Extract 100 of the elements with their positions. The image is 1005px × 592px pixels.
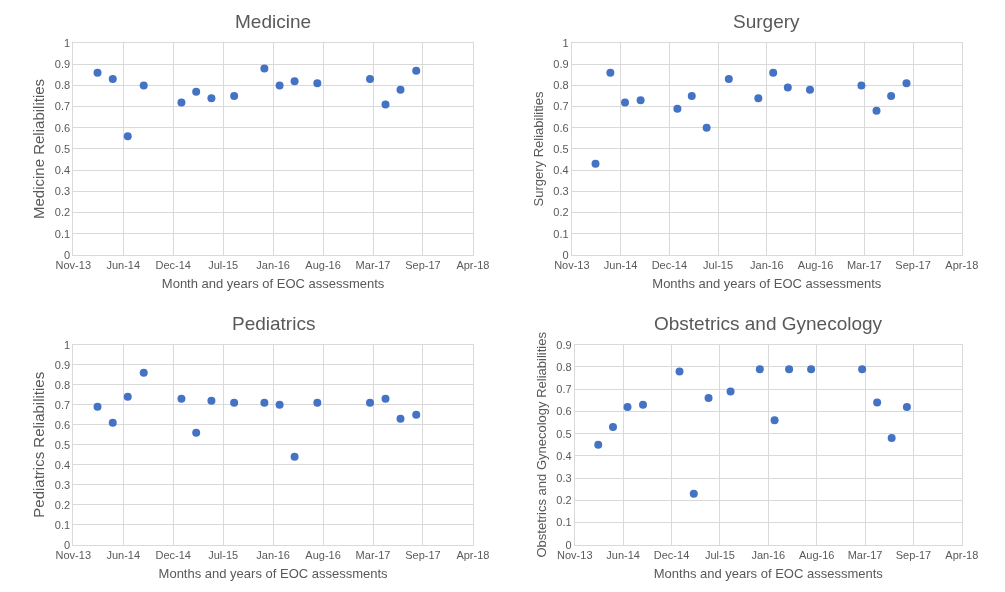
point xyxy=(675,367,684,376)
x-tick-label: Aug-16 xyxy=(798,549,835,562)
y-tick-label: 0.3 xyxy=(54,185,71,198)
y-tick-label: 0 xyxy=(63,538,71,551)
y-tick-label: 0.8 xyxy=(54,79,71,92)
point xyxy=(396,85,405,94)
y-tick-label: 0.4 xyxy=(556,449,572,462)
x-tick-label: Aug-16 xyxy=(305,259,341,272)
point xyxy=(230,92,239,101)
x-tick-label: Apr-18 xyxy=(945,549,979,562)
chart-title: Medicine xyxy=(235,11,312,32)
point xyxy=(290,77,299,86)
x-tick-label: Sep-17 xyxy=(405,549,441,562)
y-tick-label: 1 xyxy=(562,36,569,49)
point xyxy=(704,394,713,403)
x-axis-title: Months and years of EOC assessments xyxy=(653,565,884,581)
y-tick-label: 0.7 xyxy=(553,100,569,113)
point xyxy=(638,400,647,409)
point xyxy=(623,402,632,411)
y-tick-label: 0.1 xyxy=(556,516,572,529)
y-tick-label: 0.2 xyxy=(54,498,71,511)
point xyxy=(366,75,375,84)
point xyxy=(139,368,148,377)
x-tick-label: Jul-15 xyxy=(208,549,239,562)
point xyxy=(260,64,269,73)
point xyxy=(689,489,698,498)
point xyxy=(606,68,615,77)
x-tick-label: Sep-17 xyxy=(405,259,441,272)
x-tick-label: Sep-17 xyxy=(895,549,932,562)
point xyxy=(192,87,201,96)
point xyxy=(591,159,600,168)
y-tick-label: 0.9 xyxy=(556,338,572,351)
point xyxy=(805,85,814,94)
point xyxy=(108,418,117,427)
point xyxy=(108,75,117,84)
y-tick-label: 0.9 xyxy=(553,58,569,71)
x-axis-title: Months and years of EOC assessments xyxy=(652,275,882,291)
y-tick-label: 0 xyxy=(562,248,569,261)
y-tick-label: 0.1 xyxy=(54,518,71,531)
y-tick-label: 0.8 xyxy=(54,378,71,391)
x-tick-label: Jan-16 xyxy=(256,549,290,562)
point xyxy=(609,422,617,431)
point xyxy=(887,434,896,443)
point xyxy=(807,365,816,374)
point xyxy=(177,98,186,107)
x-tick-label: Nov-13 xyxy=(554,259,590,272)
y-tick-label: 1 xyxy=(63,338,71,351)
point xyxy=(396,414,405,423)
y-tick-label: 0.2 xyxy=(54,206,71,219)
x-tick-label: Jun-14 xyxy=(106,259,141,272)
y-tick-label: 0.4 xyxy=(54,163,71,176)
x-tick-label: Jul-15 xyxy=(208,259,239,272)
y-tick-label: 0.4 xyxy=(54,458,71,471)
x-tick-label: Aug-16 xyxy=(305,549,341,562)
x-tick-label: Jan-16 xyxy=(256,259,290,272)
x-tick-label: Dec-14 xyxy=(155,259,191,272)
point xyxy=(93,68,102,77)
y-axis-title: Medicine Reliabilities xyxy=(30,78,48,219)
y-tick-label: 0.3 xyxy=(553,185,569,198)
x-tick-label: Jan-16 xyxy=(750,259,784,272)
point xyxy=(785,365,794,374)
x-tick-label: Jul-15 xyxy=(704,549,735,562)
y-tick-label: 0.5 xyxy=(54,142,71,155)
y-tick-label: 0 xyxy=(63,248,71,261)
point xyxy=(207,396,216,405)
point xyxy=(275,81,284,90)
x-tick-label: Mar-17 xyxy=(355,259,391,272)
point xyxy=(621,98,629,107)
point xyxy=(260,398,269,407)
y-tick-label: 0.6 xyxy=(54,418,71,431)
y-tick-label: 0.6 xyxy=(553,121,569,134)
y-tick-label: 0.6 xyxy=(54,121,71,134)
point xyxy=(754,94,763,103)
point xyxy=(902,402,911,411)
point xyxy=(123,132,132,141)
x-tick-label: Jun-14 xyxy=(603,259,638,272)
y-tick-label: 0.8 xyxy=(553,79,569,92)
point xyxy=(381,100,390,109)
y-tick-label: 0.4 xyxy=(553,163,569,176)
x-axis-title: Months and years of EOC assessments xyxy=(158,565,389,581)
point xyxy=(724,75,733,84)
point xyxy=(770,416,779,425)
chart-title: Obstetrics and Gynecology xyxy=(654,313,883,334)
y-axis-title: Surgery Reliabilities xyxy=(531,91,547,207)
x-tick-label: Apr-18 xyxy=(945,259,979,272)
point xyxy=(290,452,299,461)
x-tick-label: Apr-18 xyxy=(456,259,490,272)
y-tick-label: 0.7 xyxy=(54,398,71,411)
point xyxy=(412,410,421,419)
y-tick-label: 0.9 xyxy=(54,358,71,371)
point xyxy=(313,398,322,407)
x-tick-label: Jan-16 xyxy=(751,549,786,562)
point xyxy=(412,66,421,75)
x-tick-label: Nov-13 xyxy=(55,259,92,272)
y-tick-label: 0 xyxy=(565,538,572,551)
point xyxy=(366,398,375,407)
y-tick-label: 0.6 xyxy=(556,405,572,418)
y-tick-label: 0.5 xyxy=(556,427,572,440)
point xyxy=(783,83,792,92)
x-tick-label: Nov-13 xyxy=(55,549,92,562)
